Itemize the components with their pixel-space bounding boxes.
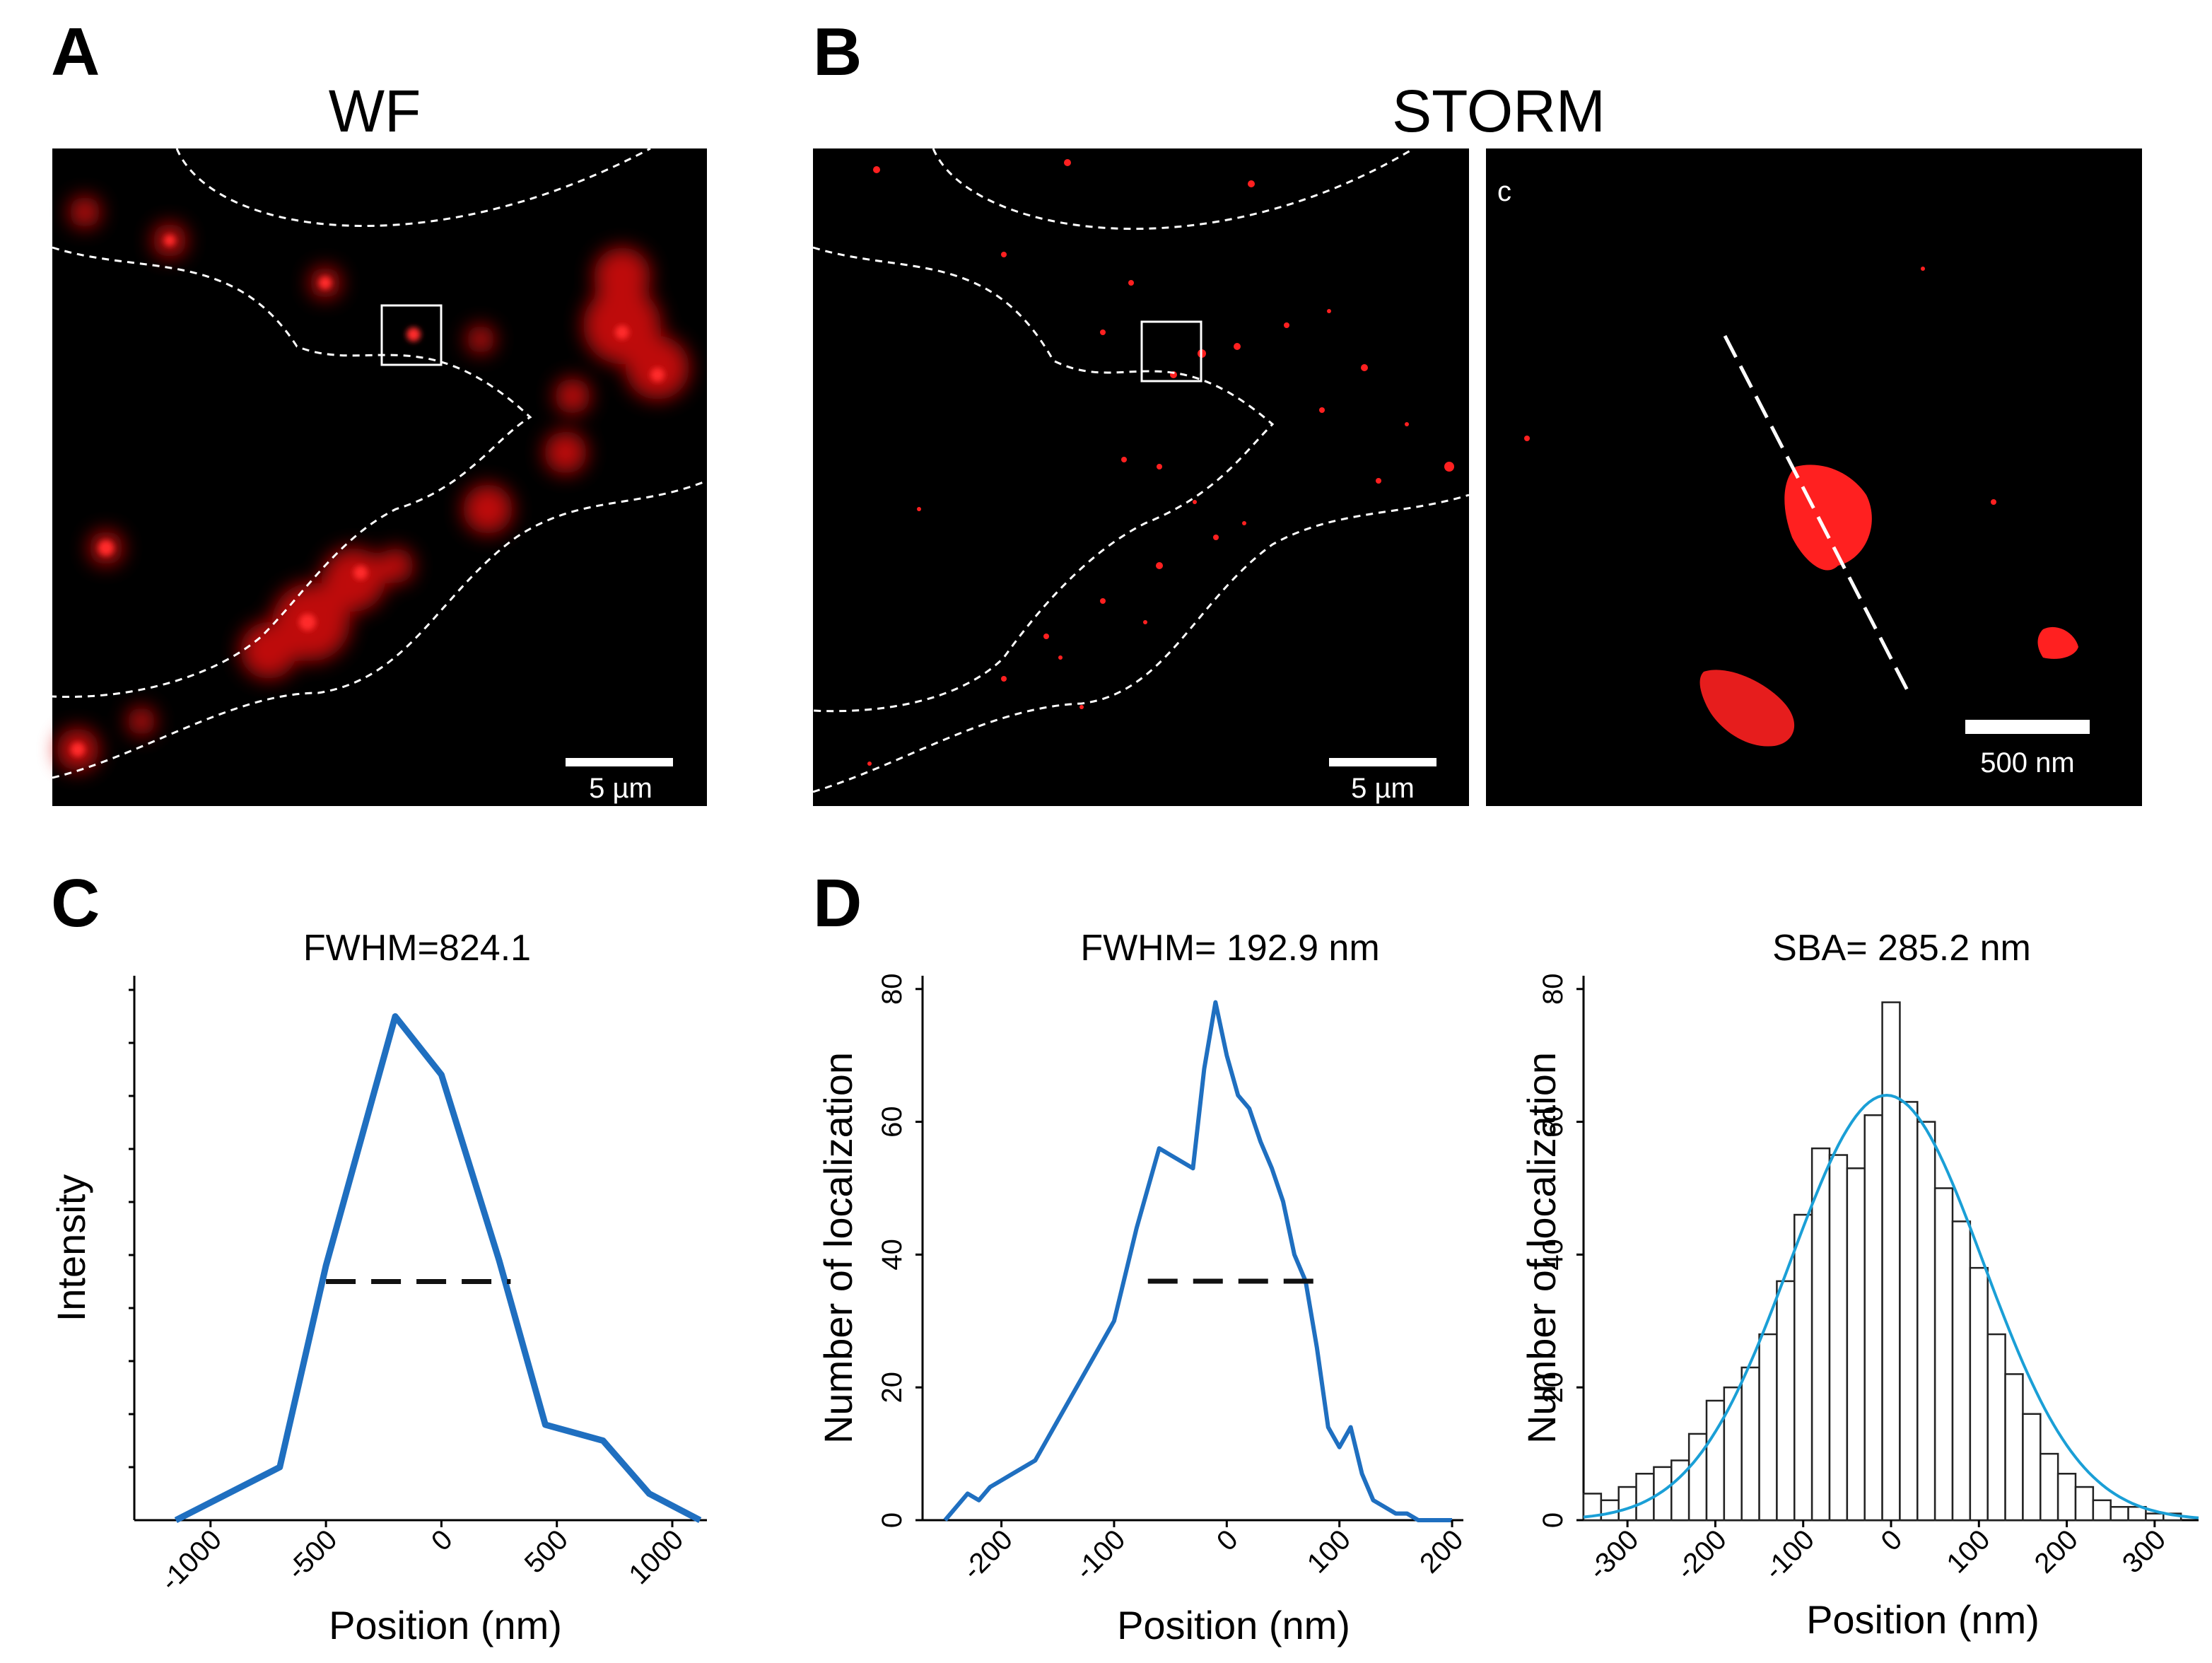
chart-d2-xtick-label-3: 0 (1875, 1524, 1909, 1557)
storm-title: STORM (1392, 78, 1605, 144)
panel-label-c: C (51, 865, 100, 941)
chart-d2-bar (1899, 1101, 1919, 1522)
chart-d2-xtick-label-1: -200 (1670, 1524, 1733, 1586)
chart-d2-xtick-label-5: 200 (2029, 1524, 2084, 1579)
chart-d2-ytick-label-2: 40 (1538, 1239, 1569, 1271)
chart-c-xtick-label-0: -1000 (155, 1524, 228, 1597)
chart-d2-fit-curve (1583, 1093, 2199, 1519)
chart-c: FWHM=824.1 Intensity Position (nm) -1000… (49, 928, 707, 1647)
chart-c-xtick-label-2: 0 (426, 1524, 459, 1557)
chart-d2-bar (1617, 1486, 1637, 1522)
chart-d2-bar (1723, 1386, 1743, 1522)
panel-label-d: D (813, 865, 862, 941)
chart-d2-xtick-label-4: 100 (1941, 1524, 1996, 1579)
chart-d2-xlabel: Position (nm) (1806, 1597, 2040, 1642)
chart-c-title: FWHM=824.1 (303, 928, 531, 969)
chart-d2-bar (2040, 1452, 2059, 1522)
chart-c-xlabel: Position (nm) (329, 1603, 562, 1647)
chart-d2-bar (1758, 1333, 1778, 1522)
wf-signal-spots (57, 197, 689, 771)
chart-d2-bar (1793, 1213, 1813, 1522)
chart-d2-ylabel: Number of localization (1519, 1052, 1564, 1444)
chart-d2-bar (2022, 1413, 2042, 1522)
chart-d2: SBA= 285.2 nm Number of localization Pos… (1519, 928, 2199, 1642)
chart-d2-bar (2056, 1473, 2077, 1522)
chart-d2-bar (1969, 1266, 1989, 1522)
chart-d1-xtick-label-2: 0 (1211, 1524, 1244, 1557)
chart-d1-ytick-label-4: 80 (877, 974, 908, 1005)
chart-d2-bar (1917, 1121, 1936, 1522)
chart-d1-series-line (943, 1000, 1453, 1522)
chart-d2-bar (2074, 1486, 2095, 1522)
chart-d2-bar (1740, 1366, 1760, 1522)
chart-c-xtick-label-4: 1000 (623, 1524, 689, 1590)
chart-d2-bar (1828, 1154, 1849, 1522)
storm-scalebar-label: 5 µm (1351, 773, 1415, 804)
inset-scalebar-label: 500 nm (1980, 747, 2074, 778)
chart-d2-bar (2109, 1505, 2129, 1522)
chart-c-xtick-label-1: -500 (281, 1524, 344, 1586)
chart-d1-xtick-label-4: 200 (1414, 1524, 1469, 1579)
chart-d2-ytick-label-1: 20 (1538, 1372, 1569, 1404)
chart-d1-xlabel: Position (nm) (1117, 1603, 1350, 1647)
chart-d2-bar (1863, 1114, 1883, 1522)
chart-d2-bar (2092, 1499, 2112, 1522)
chart-c-xtick-label-3: 500 (519, 1524, 574, 1579)
chart-c-ylabel: Intensity (49, 1174, 93, 1322)
chart-d2-bar (1846, 1167, 1866, 1522)
chart-d2-xtick-label-2: -100 (1758, 1524, 1820, 1586)
chart-d2-bar (1705, 1399, 1726, 1522)
wf-title: WF (329, 78, 421, 144)
chart-d2-xtick-label-6: 300 (2117, 1524, 2172, 1579)
chart-d2-bar (2004, 1373, 2024, 1522)
chart-c-yticks (129, 988, 134, 1469)
chart-d2-ytick-label-0: 0 (1538, 1512, 1569, 1528)
wf-image: 5 µm (52, 147, 708, 806)
wf-bright-cores (71, 235, 665, 757)
chart-d1-ytick-label-3: 60 (877, 1106, 908, 1138)
chart-d1-xtick-label-0: -200 (956, 1524, 1019, 1586)
wf-scalebar-label: 5 µm (589, 773, 653, 804)
chart-d2-ytick-label-3: 60 (1538, 1106, 1569, 1138)
panel-label-a: A (51, 14, 100, 90)
chart-d2-bar (1776, 1280, 1796, 1522)
chart-c-series-line (174, 1013, 702, 1524)
chart-d2-title: SBA= 285.2 nm (1772, 928, 2031, 969)
chart-d2-bar (1600, 1499, 1620, 1522)
chart-d1-ylabel: Number of localization (816, 1052, 860, 1444)
storm-image: 5 µm (812, 147, 1470, 806)
chart-d1: FWHM= 192.9 nm Number of localization Po… (816, 928, 1469, 1647)
panel-label-b: B (813, 14, 862, 90)
chart-d2-bar (2145, 1512, 2165, 1522)
chart-d2-bar (1687, 1432, 1708, 1522)
chart-d2-bar (1933, 1187, 1954, 1522)
storm-inset-image: c 500 nm (1486, 148, 2142, 806)
chart-d2-bar (1986, 1333, 2006, 1522)
chart-d1-ytick-label-0: 0 (877, 1512, 908, 1528)
chart-d2-xtick-label-0: -300 (1583, 1524, 1645, 1586)
chart-d2-bar (1810, 1147, 1831, 1522)
chart-d1-ytick-label-1: 20 (877, 1372, 908, 1404)
chart-d2-bar (1881, 1001, 1901, 1522)
inset-label: c (1497, 176, 1511, 207)
chart-d1-xtick-label-1: -100 (1070, 1524, 1132, 1586)
chart-d2-bar (1951, 1220, 1972, 1522)
chart-d2-ytick-label-4: 80 (1538, 974, 1569, 1005)
chart-d1-xtick-label-3: 100 (1301, 1524, 1357, 1579)
chart-d1-title: FWHM= 192.9 nm (1080, 928, 1379, 969)
chart-d1-ytick-label-2: 40 (877, 1239, 908, 1271)
